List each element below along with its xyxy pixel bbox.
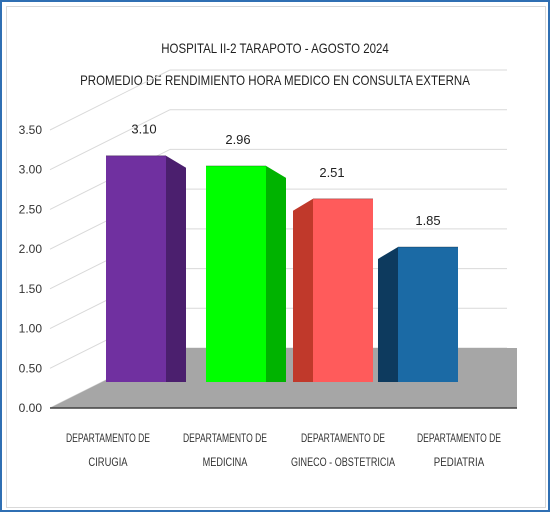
- chart-title: HOSPITAL II-2 TARAPOTO - AGOSTO 2024: [161, 40, 389, 56]
- chart-subtitle: PROMEDIO DE RENDIMIENTO HORA MEDICO EN C…: [80, 72, 470, 88]
- bar-side: [378, 246, 398, 382]
- y-tick-label: 3.50: [19, 123, 43, 137]
- category-label: GINECO - OBSTETRICIA: [291, 455, 395, 469]
- data-label: 3.10: [131, 122, 156, 137]
- y-tick-label: 3.00: [19, 163, 43, 177]
- gridline-depth: [49, 69, 171, 131]
- y-tick-label: 0.50: [19, 361, 43, 375]
- bar-side: [266, 165, 286, 382]
- category-label: PEDIATRIA: [434, 455, 484, 469]
- bar: [206, 165, 266, 382]
- category-label: DEPARTAMENTO DE: [417, 431, 501, 445]
- y-tick-label: 1.00: [19, 322, 43, 336]
- data-label: 2.96: [225, 132, 250, 147]
- y-tick-label: 2.50: [19, 202, 43, 216]
- data-label: 1.85: [415, 213, 440, 228]
- bar-side: [293, 198, 313, 382]
- category-label: DEPARTAMENTO DE: [66, 431, 150, 445]
- category-label: CIRUGIA: [88, 455, 127, 469]
- category-label: DEPARTAMENTO DE: [183, 431, 267, 445]
- data-label: 2.51: [319, 165, 344, 180]
- category-label: MEDICINA: [203, 455, 248, 469]
- gridline-depth: [49, 109, 171, 171]
- bar: [106, 155, 166, 382]
- bar: [313, 198, 373, 382]
- category-label: DEPARTAMENTO DE: [301, 431, 385, 445]
- y-tick-label: 0.00: [19, 401, 43, 415]
- bar-side: [166, 155, 186, 382]
- y-tick-label: 2.00: [19, 242, 43, 256]
- bar: [398, 246, 458, 382]
- y-tick-label: 1.50: [19, 282, 43, 296]
